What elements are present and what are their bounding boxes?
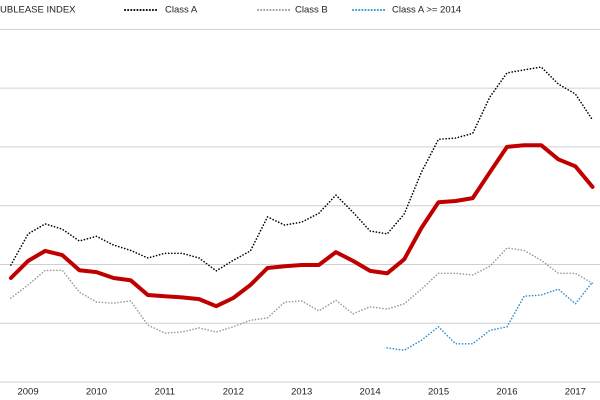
- legend-label: Class A >= 2014: [392, 5, 461, 16]
- x-tick-label: 2009: [17, 387, 38, 398]
- x-tick-label: 2010: [86, 387, 107, 398]
- series-line: [386, 281, 594, 352]
- legend-label: Class A: [165, 5, 198, 16]
- x-tick-label: 2014: [360, 387, 381, 398]
- x-tick-label: 2017: [565, 387, 586, 398]
- plot-area: [8, 66, 595, 352]
- legend-label: Class B: [295, 5, 328, 16]
- legend-label: UBLEASE INDEX: [0, 5, 76, 16]
- x-tick-label: 2011: [155, 387, 175, 398]
- series-line: [8, 143, 595, 309]
- x-tick-label: 2012: [223, 387, 244, 398]
- series-line: [10, 66, 594, 272]
- x-tick-label: 2015: [428, 387, 449, 398]
- x-tick-label: 2016: [496, 387, 517, 398]
- x-tick-label: 2013: [291, 387, 312, 398]
- series-line: [10, 247, 594, 334]
